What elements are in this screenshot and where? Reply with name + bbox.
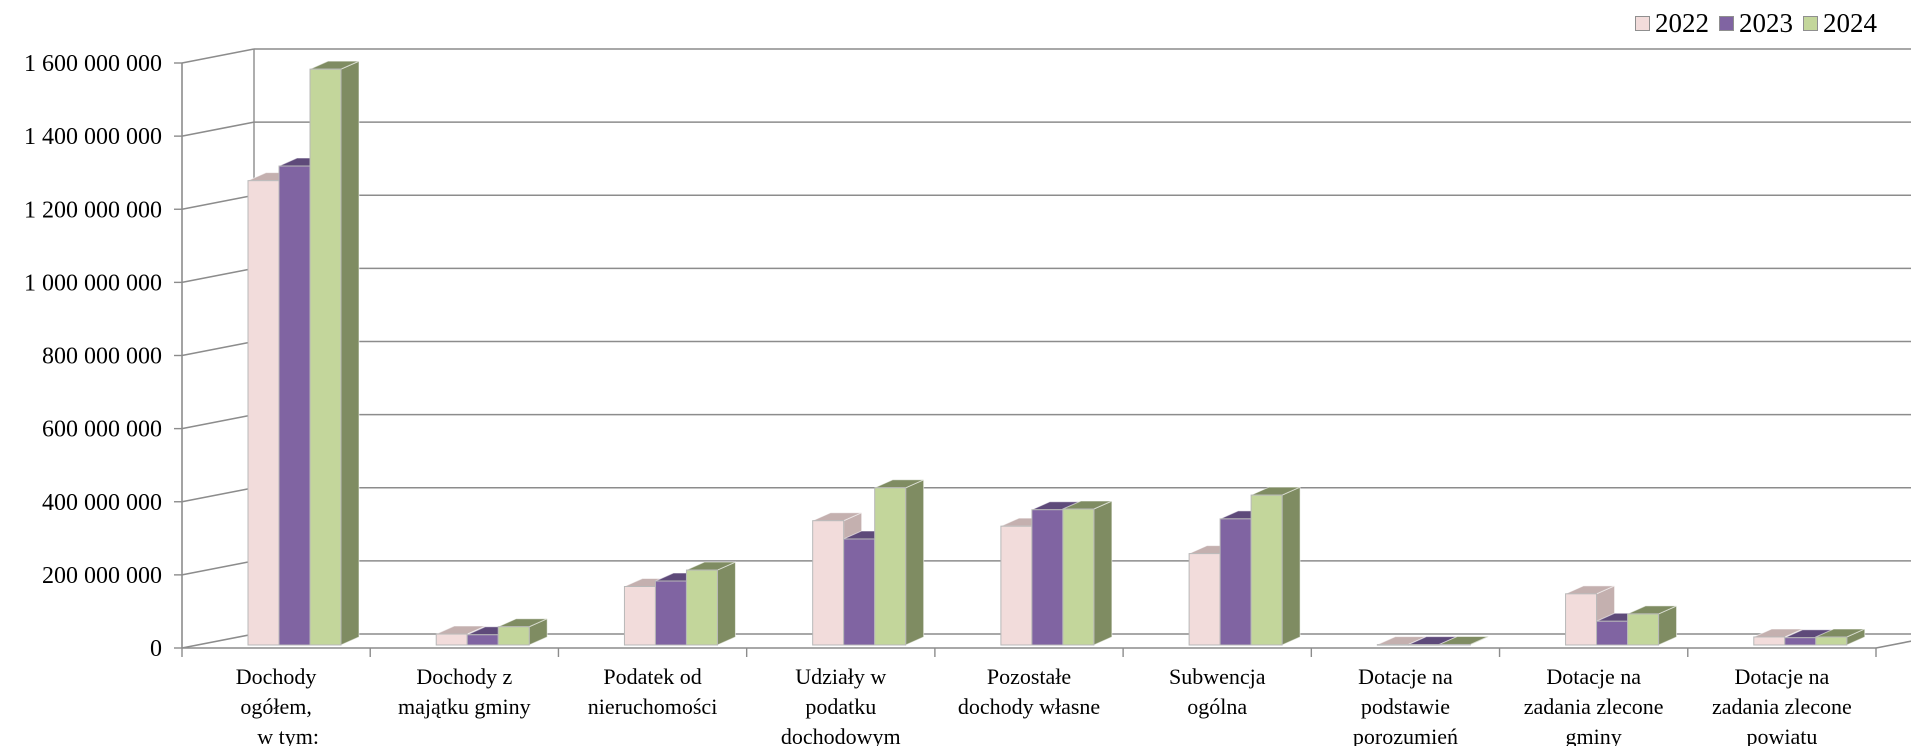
legend: 2022 2023 2024 [1635, 8, 1877, 39]
bar-2024 [1438, 643, 1471, 646]
gridline-side [181, 340, 255, 357]
bar-2024 [497, 626, 530, 646]
x-category-label: Dochody z [416, 664, 512, 689]
gridline-side [181, 121, 255, 137]
bar-side-2024 [1281, 486, 1301, 646]
bar-2022 [623, 586, 656, 646]
gridline-side [181, 560, 255, 576]
gridline-side [181, 413, 255, 430]
bar-side-2024 [716, 561, 736, 646]
y-tick-label: 1 200 000 000 [24, 197, 162, 223]
bar-2022 [1753, 636, 1786, 646]
x-category-label: nieruchomości [588, 694, 718, 719]
x-category-label: Dochody [236, 664, 317, 689]
bar-2024 [1062, 508, 1095, 646]
bar-2023 [843, 538, 876, 646]
x-category-label: ogółem, [240, 694, 312, 719]
x-category-label: zadania zlecone [1524, 694, 1664, 719]
x-category-label: powiatu [1746, 724, 1817, 746]
bar-2022 [812, 520, 845, 646]
y-tick-label: 800 000 000 [42, 344, 162, 370]
bar-2024 [1250, 494, 1283, 646]
x-category-label: Dotacje na [1358, 664, 1453, 689]
bar-2022 [1000, 525, 1033, 646]
y-tick-label: 1 400 000 000 [24, 124, 162, 150]
y-tick-label: 1 600 000 000 [24, 51, 162, 77]
floor-right-edge [1875, 640, 1911, 649]
x-category-label: podatku [805, 694, 876, 719]
x-category-label: dochodowym [781, 724, 901, 746]
x-category-label: majątku gminy [398, 694, 531, 719]
legend-swatch-2024 [1803, 16, 1818, 31]
x-category-label: w tym: [257, 724, 319, 746]
bar-2024 [874, 487, 907, 646]
bar-2022 [1188, 553, 1221, 646]
y-tick-label: 600 000 000 [42, 417, 162, 443]
legend-item-2023: 2023 [1719, 8, 1793, 39]
gridline-side [181, 486, 255, 503]
x-category-label: Dotacje na [1546, 664, 1641, 689]
bar-2024 [685, 569, 718, 646]
gridline-side [181, 633, 255, 649]
bar-2022 [435, 633, 468, 646]
bar-2024 [309, 68, 342, 646]
gridline-side [181, 194, 255, 211]
bar-2024 [1815, 636, 1848, 646]
legend-label-2022: 2022 [1655, 8, 1709, 38]
legend-item-2022: 2022 [1635, 8, 1709, 39]
bar-2023 [1031, 509, 1064, 646]
gridline-side [181, 267, 255, 284]
bar-2023 [1596, 620, 1629, 646]
legend-swatch-2023 [1719, 16, 1734, 31]
bar-2023 [1219, 518, 1252, 646]
x-category-label: porozumień [1353, 724, 1458, 746]
bar-2023 [1784, 637, 1817, 646]
x-category-label: Subwencja [1169, 664, 1266, 689]
legend-label-2024: 2024 [1823, 8, 1877, 38]
y-tick-label: 0 [150, 636, 162, 662]
legend-swatch-2022 [1635, 16, 1650, 31]
bar-2023 [466, 634, 499, 646]
legend-item-2024: 2024 [1803, 8, 1877, 39]
bar-2022 [247, 180, 280, 646]
x-category-label: Dotacje na [1735, 664, 1830, 689]
x-category-label: dochody własne [958, 694, 1100, 719]
bar-2024 [1627, 613, 1660, 646]
x-category-label: ogólna [1187, 694, 1247, 719]
gridline-side [181, 48, 255, 64]
bar-2023 [654, 580, 687, 646]
bar-side-2024 [905, 479, 925, 646]
y-tick-label: 200 000 000 [42, 563, 162, 589]
x-category-label: podstawie [1361, 694, 1450, 719]
y-tick-label: 400 000 000 [42, 490, 162, 516]
bar-side-2024 [340, 60, 360, 646]
x-category-label: Podatek od [603, 664, 701, 689]
y-tick-label: 1 000 000 000 [24, 270, 162, 296]
bar-2022 [1565, 593, 1598, 646]
bar-side-2024 [1093, 500, 1113, 646]
x-category-label: zadania zlecone [1712, 694, 1852, 719]
x-category-label: Udziały w [795, 664, 886, 689]
x-category-label: Pozostałe [987, 664, 1071, 689]
legend-label-2023: 2023 [1739, 8, 1793, 38]
bar-2023 [1407, 644, 1440, 646]
x-category-label: gminy [1566, 724, 1622, 746]
bar-2023 [278, 165, 311, 646]
bar-2022 [1376, 644, 1409, 646]
